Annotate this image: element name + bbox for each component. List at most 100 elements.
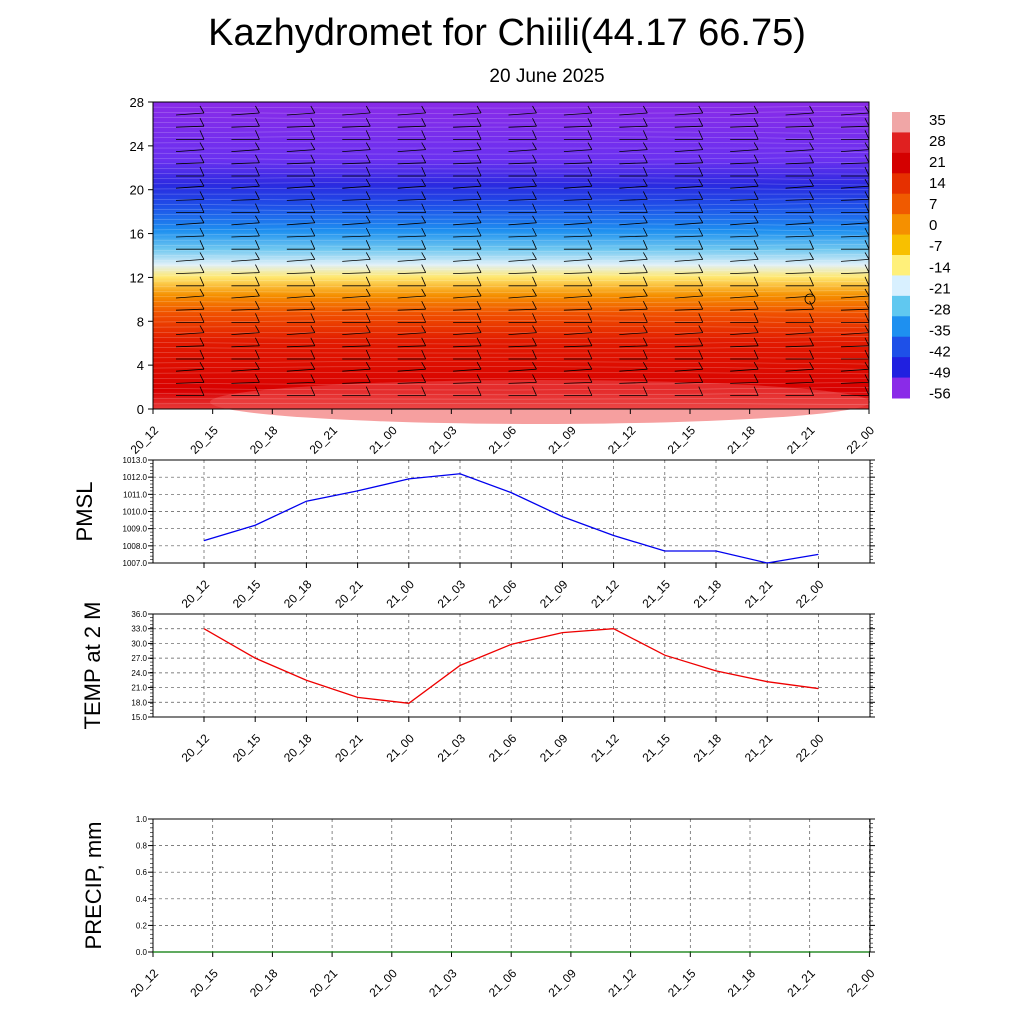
wind-barb-feather [255,105,260,114]
wind-barb-feather [864,362,870,370]
wind-barb-feather [532,349,537,360]
wind-barb [785,235,814,238]
x-tick-label: 20_21 [332,577,366,611]
wind-barb-feather [310,130,316,140]
wind-barb [453,368,482,372]
wind-barb-feather [532,227,537,237]
wind-barb [785,222,814,226]
wind-barb-feather [255,215,260,223]
x-tick-label: 21_15 [639,577,673,611]
colorbar-swatch [892,275,910,297]
wind-barb-feather [809,362,814,370]
wind-barb-feather [698,325,704,333]
x-tick-label: 22_00 [844,966,878,1000]
wind-barb [397,259,426,262]
wind-barb [785,332,814,335]
wind-barb-feather [255,349,260,360]
wind-barb [453,222,482,226]
y-axis-title: TEMP at 2 M [80,602,105,730]
wind-barb [785,125,814,128]
wind-barb-feather [642,374,648,383]
wind-barb-feather [809,337,814,346]
wind-barb-feather [365,105,371,114]
wind-barb-feather [476,288,482,297]
wind-barb [840,332,870,335]
wind-barb-feather [310,179,316,187]
wind-barb-feather [476,276,482,286]
wind-barb-feather [476,215,482,223]
wind-barb-feather [698,227,704,237]
wind-barb [563,382,592,384]
wind-barb [175,235,205,238]
wind-barb-feather [476,203,482,213]
contour-line [152,300,870,304]
wind-barb-feather [421,325,427,333]
wind-barb-feather [199,349,205,360]
contour-line [152,382,870,385]
wind-barb-feather [421,374,427,383]
cross-section-panel: 0 4 8 12 16 20 24 28 20_12 20_15 20_18 20_21 21_00 21… [128,95,951,457]
y-tick-label: 21.0 [131,684,147,693]
wind-barb-feather [310,313,316,323]
wind-barb [286,235,315,238]
wind-barb [563,185,592,189]
wind-barb [175,332,205,335]
colorbar-label: 7 [929,196,937,213]
wind-barb [674,185,703,189]
x-tick-label: 20_15 [230,577,264,611]
wind-barb [286,149,315,152]
wind-barb [342,368,371,372]
contour-line [152,387,870,391]
y-tick-label: 8 [137,314,144,329]
wind-barb-feather [532,276,537,286]
wind-barb-feather [476,130,482,140]
wind-barb-feather [421,240,427,250]
wind-barb-feather [310,118,316,127]
contour-line [152,290,870,293]
wind-barb-feather [476,105,482,114]
wind-barb-feather [809,349,814,360]
wind-barb-feather [864,264,870,273]
colorbar-swatch [892,234,910,256]
wind-barb-feather [199,166,205,177]
contour-line [152,254,870,258]
wind-barb-feather [310,240,316,250]
wind-barb-feather [365,362,371,370]
y-tick-label: 0.0 [136,948,148,957]
wind-barb-feather [753,288,759,297]
wind-barb [453,308,482,311]
y-tick-label: 1008.0 [123,542,148,551]
wind-barb [397,332,426,335]
wind-barb [563,368,592,372]
colorbar-label: 21 [929,154,946,171]
wind-barb-feather [476,374,482,383]
colorbar-label: 35 [929,112,946,129]
wind-barb-feather [365,301,371,310]
wind-barb [175,259,205,262]
wind-barb [286,295,315,299]
wind-barb-feather [199,313,205,323]
wind-barb [674,162,703,165]
wind-barb-feather [753,118,759,127]
contour-line [152,372,870,375]
contour-line [152,356,870,359]
wind-barb [397,382,426,384]
wind-barb-feather [421,349,427,360]
wind-barb [730,185,759,189]
wind-barb-feather [642,276,648,286]
wind-barb-feather [421,386,427,396]
wind-barb [342,125,371,128]
wind-barb [231,345,260,348]
wind-barb [730,199,759,201]
wind-barb [619,332,648,335]
wind-barb [730,125,759,128]
x-tick-label: 22_00 [793,577,827,611]
wind-barb [674,345,703,348]
colorbar-swatch [892,336,910,358]
wind-barb-feather [199,105,205,114]
wind-barb-feather [532,203,537,213]
x-tick-label: 21_00 [366,423,400,457]
wind-barb [563,125,592,128]
wind-barb [840,308,870,311]
wind-barb [342,162,371,165]
